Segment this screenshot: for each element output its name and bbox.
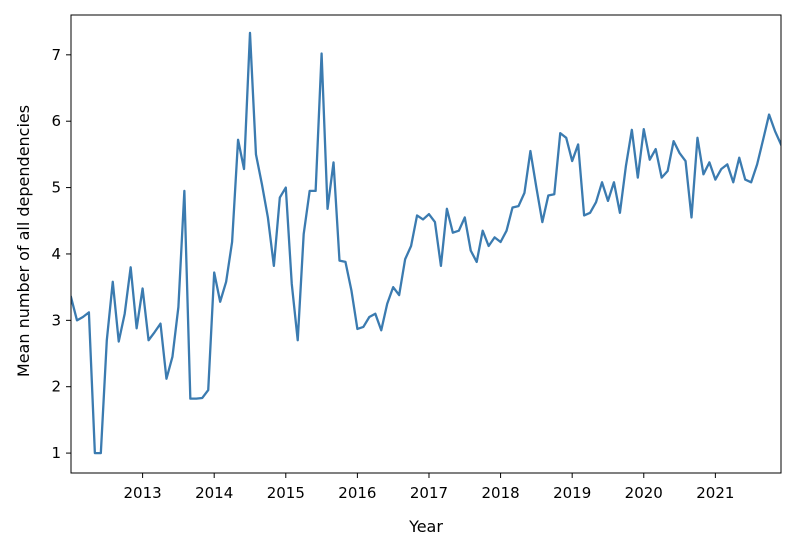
y-tick-label: 5 xyxy=(51,179,61,197)
x-tick-label: 2017 xyxy=(410,484,448,502)
y-tick-label: 4 xyxy=(51,245,61,263)
x-tick-label: 2020 xyxy=(625,484,663,502)
y-tick-label: 6 xyxy=(51,112,61,130)
series-line-0 xyxy=(71,31,781,455)
y-axis-ticks: 1 2 3 4 5 6 7 xyxy=(51,46,71,462)
x-tick-label: 2019 xyxy=(553,484,591,502)
plot-area xyxy=(70,14,782,474)
y-tick-label: 3 xyxy=(51,311,61,329)
x-tick-label: 2016 xyxy=(338,484,376,502)
y-axis-label: Mean number of all dependencies xyxy=(14,105,33,377)
y-tick-label: 1 xyxy=(51,444,61,462)
y-tick-label: 7 xyxy=(51,46,61,64)
x-tick-label: 2014 xyxy=(195,484,233,502)
x-tick-label: 2018 xyxy=(481,484,519,502)
plot-frame xyxy=(70,14,782,474)
x-tick-label: 2021 xyxy=(696,484,734,502)
x-tick-label: 2015 xyxy=(267,484,305,502)
y-tick-label: 2 xyxy=(51,378,61,396)
x-axis-ticks: 2013 2014 2015 2016 2017 2018 2019 2020 2021 xyxy=(124,473,734,502)
x-tick-label: 2013 xyxy=(124,484,162,502)
x-axis-label: Year xyxy=(408,517,443,536)
